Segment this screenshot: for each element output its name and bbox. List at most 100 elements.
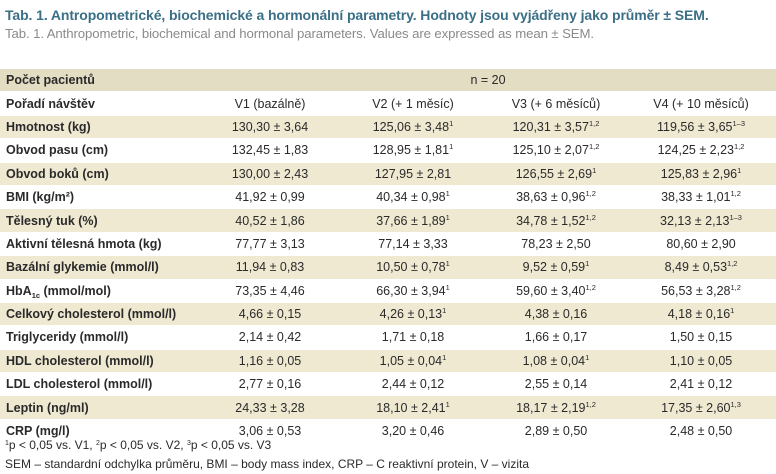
mean-sem-value: 56,53 ± 3,28 [661,283,731,298]
significance-marker: 1,2 [730,189,741,199]
mean-sem-value: 18,17 ± 2,19 [516,400,586,415]
value-cell: 2,44 ± 0,12 [340,372,486,396]
value-cell: 125,06 ± 3,481 [340,114,486,139]
mean-sem-value: 2,89 ± 0,50 [524,424,588,439]
table-row: Triglyceridy (mmol/l) 2,14 ± 0,42 1,71 ± 0… [0,325,776,350]
value-cell: 4,18 ± 0,161 [626,301,776,326]
mean-sem-value: 34,78 ± 1,52 [516,213,586,228]
value-cell: 4,66 ± 0,15 [200,301,340,326]
parameter-name: Hmotnost (kg) [6,119,91,134]
value-cell: 1,71 ± 0,18 [340,325,486,350]
parameter-name: Triglyceridy (mmol/l) [6,330,129,345]
value-cell: 1,50 ± 0,15 [626,325,776,350]
mean-sem-value: 24,33 ± 3,28 [235,400,305,415]
value-cell: 38,63 ± 0,961,2 [486,184,626,209]
value-cell: 34,78 ± 1,521,2 [486,208,626,233]
value-cell: 59,60 ± 3,401,2 [486,278,626,303]
table-row: CRP (mg/l) 3,06 ± 0,53 3,20 ± 0,46 2,89 ± 0… [0,418,776,443]
table-footnotes: 1p < 0,05 vs. V1, 2p < 0,05 vs. V2, 3p <… [5,436,529,474]
value-cell: 125,10 ± 2,071,2 [486,138,626,163]
value-cell: 8,49 ± 0,531,2 [626,255,776,280]
mean-sem-value: 3,20 ± 0,46 [381,424,445,439]
table-row: Obvod boků (cm) 130,00 ± 2,43 127,95 ± 2,8… [0,161,776,186]
mean-sem-value: 132,45 ± 1,83 [231,143,309,158]
parameter-label: Triglyceridy (mmol/l) [0,325,200,350]
value-cell: 1,16 ± 0,05 [200,348,340,373]
mean-sem-value: 18,10 ± 2,41 [376,400,446,415]
mean-sem-value: 41,92 ± 0,99 [235,190,305,205]
parameter-label: BMI (kg/m²) [0,184,200,209]
mean-sem-value: 9,52 ± 0,59 [522,260,586,275]
value-cell: 128,95 ± 1,811 [340,138,486,163]
patients-count-label: Počet pacientů [0,67,200,92]
patients-count-value: n = 20 [200,67,776,92]
value-cell: 77,77 ± 3,13 [200,231,340,256]
mean-sem-value: 4,38 ± 0,16 [524,307,588,322]
significance-marker: 1–3 [729,212,742,222]
parameter-label: HDL cholesterol (mmol/l) [0,348,200,373]
mean-sem-value: 4,26 ± 0,13 [379,307,443,322]
value-cell: 125,83 ± 2,961 [626,161,776,186]
mean-sem-value: 130,30 ± 3,64 [231,119,309,134]
value-cell: 73,35 ± 4,46 [200,278,340,303]
table-row: Celkový cholesterol (mmol/l) 4,66 ± 0,15 4… [0,301,776,326]
significance-marker: 1,2 [585,189,596,199]
table-row: Obvod pasu (cm) 132,45 ± 1,83 128,95 ± 1,8… [0,138,776,163]
parameter-name: Leptin (ng/ml) [6,400,89,415]
value-cell: 132,45 ± 1,83 [200,138,340,163]
value-cell: 11,94 ± 0,83 [200,255,340,280]
table-caption-czech: Tab. 1. Antropometrické, biochemické a h… [5,7,709,23]
footnote-marker: 3 [186,440,191,447]
mean-sem-value: 59,60 ± 3,40 [516,283,586,298]
mean-sem-value: 78,23 ± 2,50 [521,236,591,251]
mean-sem-value: 77,14 ± 3,33 [378,236,448,251]
significance-marker: 1 [449,118,454,128]
parameter-unit: (mmol/mol) [40,283,111,298]
mean-sem-value: 2,77 ± 0,16 [238,377,302,392]
mean-sem-value: 37,66 ± 1,89 [376,213,446,228]
significance-marker: 1 [445,189,450,199]
mean-sem-value: 38,33 ± 1,01 [661,190,731,205]
mean-sem-value: 32,13 ± 2,13 [660,213,730,228]
mean-sem-value: 125,06 ± 3,48 [372,119,450,134]
mean-sem-value: 10,50 ± 0,78 [376,260,446,275]
mean-sem-value: 124,25 ± 2,23 [657,143,734,158]
parameter-name: LDL cholesterol (mmol/l) [6,377,153,392]
significance-marker: 1 [585,352,590,362]
table-row: HbA1c (mmol/mol) 73,35 ± 4,46 66,30 ± 3,94… [0,278,776,303]
mean-sem-value: 1,10 ± 0,05 [669,353,733,368]
mean-sem-value: 38,63 ± 0,96 [516,190,586,205]
table-row: Aktivní tělesná hmota (kg) 77,77 ± 3,13 77… [0,231,776,256]
mean-sem-value: 4,18 ± 0,16 [667,307,731,322]
value-cell: 18,10 ± 2,411 [340,395,486,420]
significance-marker: 1 [585,259,590,269]
parameter-label: LDL cholesterol (mmol/l) [0,372,200,396]
significance-marker: 1,3 [730,399,741,409]
mean-sem-value: 1,50 ± 0,15 [669,330,733,345]
column-header-v3: V3 (+ 6 měsíců) [486,91,626,116]
significance-marker: 1 [445,259,450,269]
footnote-text: p < 0,05 vs. V2, [99,438,187,452]
visit-order-label: Pořadí návštěv [0,91,200,116]
parameter-name: Celkový cholesterol (mmol/l) [6,307,177,322]
footnote-text: p < 0,05 vs. V3 [190,438,272,452]
value-cell: 66,30 ± 3,941 [340,278,486,303]
significance-marker: 1,2 [588,118,600,128]
significance-marker: 1 [737,165,742,175]
abbreviations-footnote: SEM – standardní odchylka průměru, BMI –… [5,457,530,471]
value-cell: 1,05 ± 0,041 [340,348,486,373]
value-cell: 56,53 ± 3,281,2 [626,278,776,303]
parameter-name: Bazální glykemie (mmol/l) [6,260,159,275]
parameter-label: Leptin (ng/ml) [0,395,200,420]
parameter-label: CRP (mg/l) [0,418,200,443]
significance-marker: 1 [445,399,450,409]
value-cell: 1,66 ± 0,17 [486,325,626,350]
footnote-text: p < 0,05 vs. V1, [8,438,96,452]
value-cell: 2,48 ± 0,50 [626,418,776,443]
significance-marker: 1,2 [588,142,600,152]
mean-sem-value: 128,95 ± 1,81 [372,143,450,158]
value-cell: 18,17 ± 2,191,2 [486,395,626,420]
significance-marker: 1,2 [727,259,738,269]
value-cell: 1,10 ± 0,05 [626,348,776,373]
table-row: Bazální glykemie (mmol/l) 11,94 ± 0,83 10,… [0,255,776,280]
